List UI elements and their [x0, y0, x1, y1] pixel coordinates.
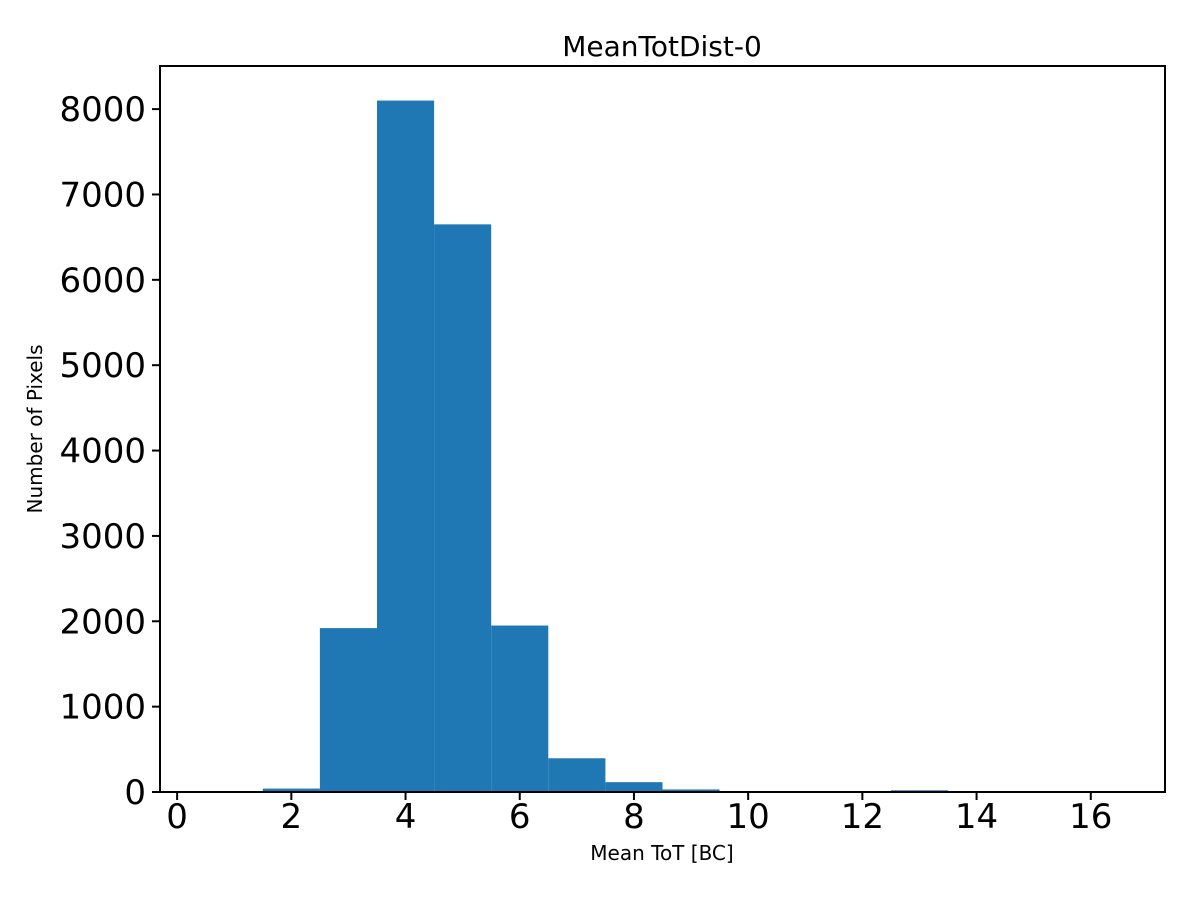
y-tick-label: 7000 [59, 175, 146, 215]
x-tick-label: 2 [281, 797, 303, 837]
histogram-bar [319, 628, 377, 792]
histogram-bar [376, 100, 435, 792]
y-axis-label: Number of Pixels [23, 344, 47, 513]
histogram-bar [662, 789, 720, 792]
x-tick-label: 12 [841, 797, 884, 837]
y-tick-label: 0 [124, 773, 146, 813]
x-axis-label: Mean ToT [BC] [590, 841, 733, 865]
histogram-bar [491, 625, 549, 792]
bars-layer [262, 100, 949, 793]
x-tick-label: 6 [509, 797, 531, 837]
x-tick-label: 8 [623, 797, 645, 837]
chart-title: MeanTotDist-0 [562, 30, 762, 63]
axes-spines [159, 65, 1166, 793]
y-tick-label: 8000 [59, 90, 146, 130]
y-tick-label: 4000 [59, 432, 146, 472]
x-tick-label: 14 [955, 797, 998, 837]
y-tick-label: 6000 [59, 261, 146, 301]
y-tick-label: 5000 [59, 346, 146, 386]
y-tick-label: 3000 [59, 517, 146, 557]
x-tick-label: 4 [395, 797, 417, 837]
histogram-bar [262, 788, 320, 792]
y-tick-label: 1000 [59, 688, 146, 728]
y-tick-label: 2000 [59, 602, 146, 642]
x-tick-label: 16 [1069, 797, 1112, 837]
x-tick-label: 0 [166, 797, 188, 837]
histogram-bar [434, 224, 492, 793]
histogram-bar [548, 758, 606, 792]
histogram-bar [605, 782, 663, 792]
axes-layer: 0 2 4 6 8 10 12 14 16 0 1000 2000 3000 4000 5000 6000 70… [59, 65, 1166, 837]
x-tick-label: 10 [727, 797, 770, 837]
